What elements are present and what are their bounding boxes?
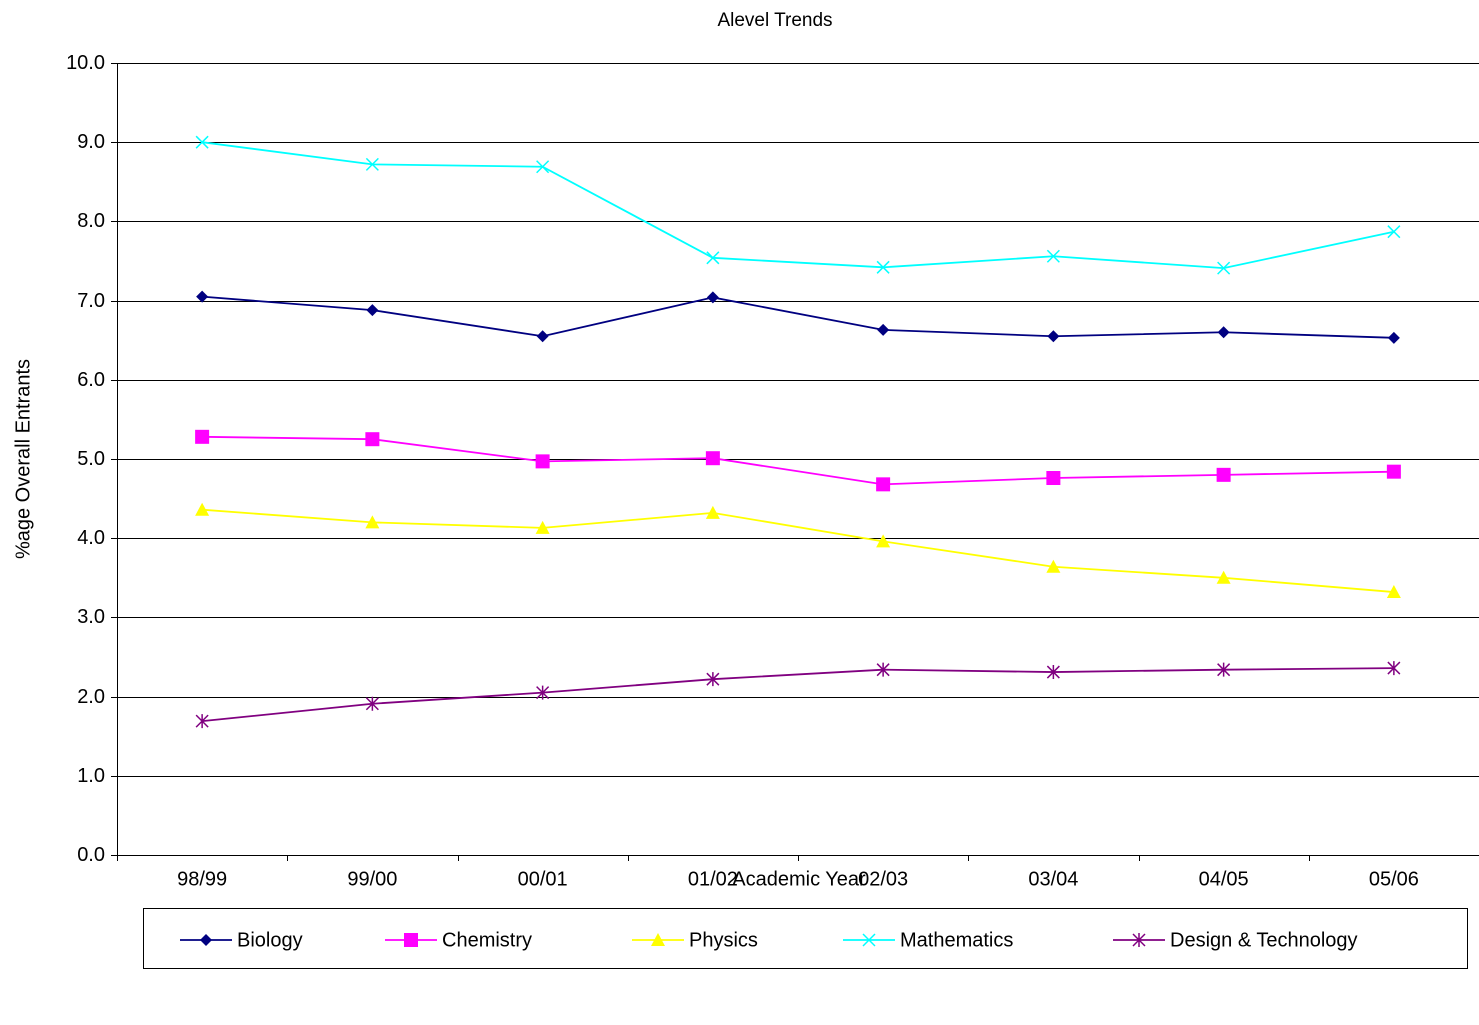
- x-tick-label: 98/99: [177, 868, 227, 890]
- x-tick-label: 04/05: [1199, 868, 1249, 890]
- x-tick-label: 00/01: [518, 868, 568, 890]
- data-point: [535, 454, 550, 469]
- series-line: [202, 435, 1394, 486]
- x-tick-label: 03/04: [1028, 868, 1078, 890]
- data-point: [876, 477, 891, 492]
- y-tick-label: 1.0: [77, 765, 105, 787]
- series-line: [202, 508, 1394, 593]
- legend-marker: [862, 933, 876, 947]
- legend-box: [143, 908, 1468, 969]
- data-point: [365, 696, 379, 711]
- data-point: [1217, 662, 1231, 677]
- x-tick-label: 01/02: [688, 868, 738, 890]
- x-tick-label: 99/00: [347, 868, 397, 890]
- data-point: [1387, 331, 1400, 344]
- legend-label: Chemistry: [442, 929, 532, 951]
- x-axis-label: Academic Year: [732, 868, 866, 890]
- data-point: [1046, 249, 1060, 263]
- data-point: [366, 304, 379, 317]
- data-point: [196, 290, 209, 303]
- y-tick-label: 6.0: [77, 369, 105, 391]
- legend-marker: [1132, 933, 1146, 947]
- data-point: [706, 251, 720, 265]
- legend-label: Physics: [689, 929, 758, 951]
- data-point: [1217, 261, 1231, 275]
- data-point: [877, 323, 890, 336]
- data-point: [195, 429, 210, 444]
- data-point: [195, 502, 210, 516]
- data-point: [1387, 661, 1401, 676]
- data-point: [876, 662, 890, 677]
- legend-label: Mathematics: [900, 929, 1013, 951]
- y-tick-label: 10.0: [66, 52, 105, 74]
- data-point: [365, 515, 380, 529]
- legend-label: Design & Technology: [1170, 929, 1358, 951]
- data-point: [876, 534, 891, 548]
- data-point: [706, 672, 720, 687]
- data-point: [1386, 464, 1401, 479]
- series-line: [202, 295, 1394, 339]
- x-tick-label: 05/06: [1369, 868, 1419, 890]
- series-line: [202, 667, 1394, 723]
- data-point: [705, 451, 720, 466]
- data-point: [1216, 570, 1231, 584]
- data-point: [705, 505, 720, 519]
- data-point: [365, 432, 380, 447]
- y-tick-label: 7.0: [77, 290, 105, 312]
- data-point: [536, 685, 550, 700]
- data-point: [1047, 330, 1060, 343]
- data-point: [876, 260, 890, 274]
- y-tick-label: 8.0: [77, 210, 105, 232]
- y-tick-label: 3.0: [77, 606, 105, 628]
- y-tick-label: 5.0: [77, 448, 105, 470]
- data-point: [195, 714, 209, 729]
- data-point: [536, 330, 549, 343]
- legend-marker: [651, 933, 665, 946]
- y-tick-label: 9.0: [77, 131, 105, 153]
- y-axis-label: %age Overall Entrants: [12, 359, 34, 559]
- legend-label: Biology: [237, 929, 303, 951]
- series-line: [202, 141, 1395, 270]
- data-point: [365, 157, 379, 171]
- y-tick-label: 4.0: [77, 527, 105, 549]
- data-point: [1217, 326, 1230, 339]
- data-point: [1046, 559, 1061, 573]
- x-tick-label: 02/03: [858, 868, 908, 890]
- data-point: [1046, 471, 1061, 486]
- data-point: [706, 291, 719, 304]
- data-point: [536, 160, 550, 174]
- data-point: [535, 520, 550, 534]
- chart-title: Alevel Trends: [717, 10, 832, 31]
- data-point: [1387, 225, 1401, 239]
- y-tick-label: 0.0: [77, 844, 105, 866]
- data-point: [1046, 665, 1060, 680]
- data-point: [1216, 467, 1231, 482]
- legend-marker: [404, 933, 418, 947]
- legend-marker: [200, 934, 212, 946]
- data-point: [1386, 585, 1401, 599]
- y-tick-label: 2.0: [77, 686, 105, 708]
- data-point: [195, 135, 209, 149]
